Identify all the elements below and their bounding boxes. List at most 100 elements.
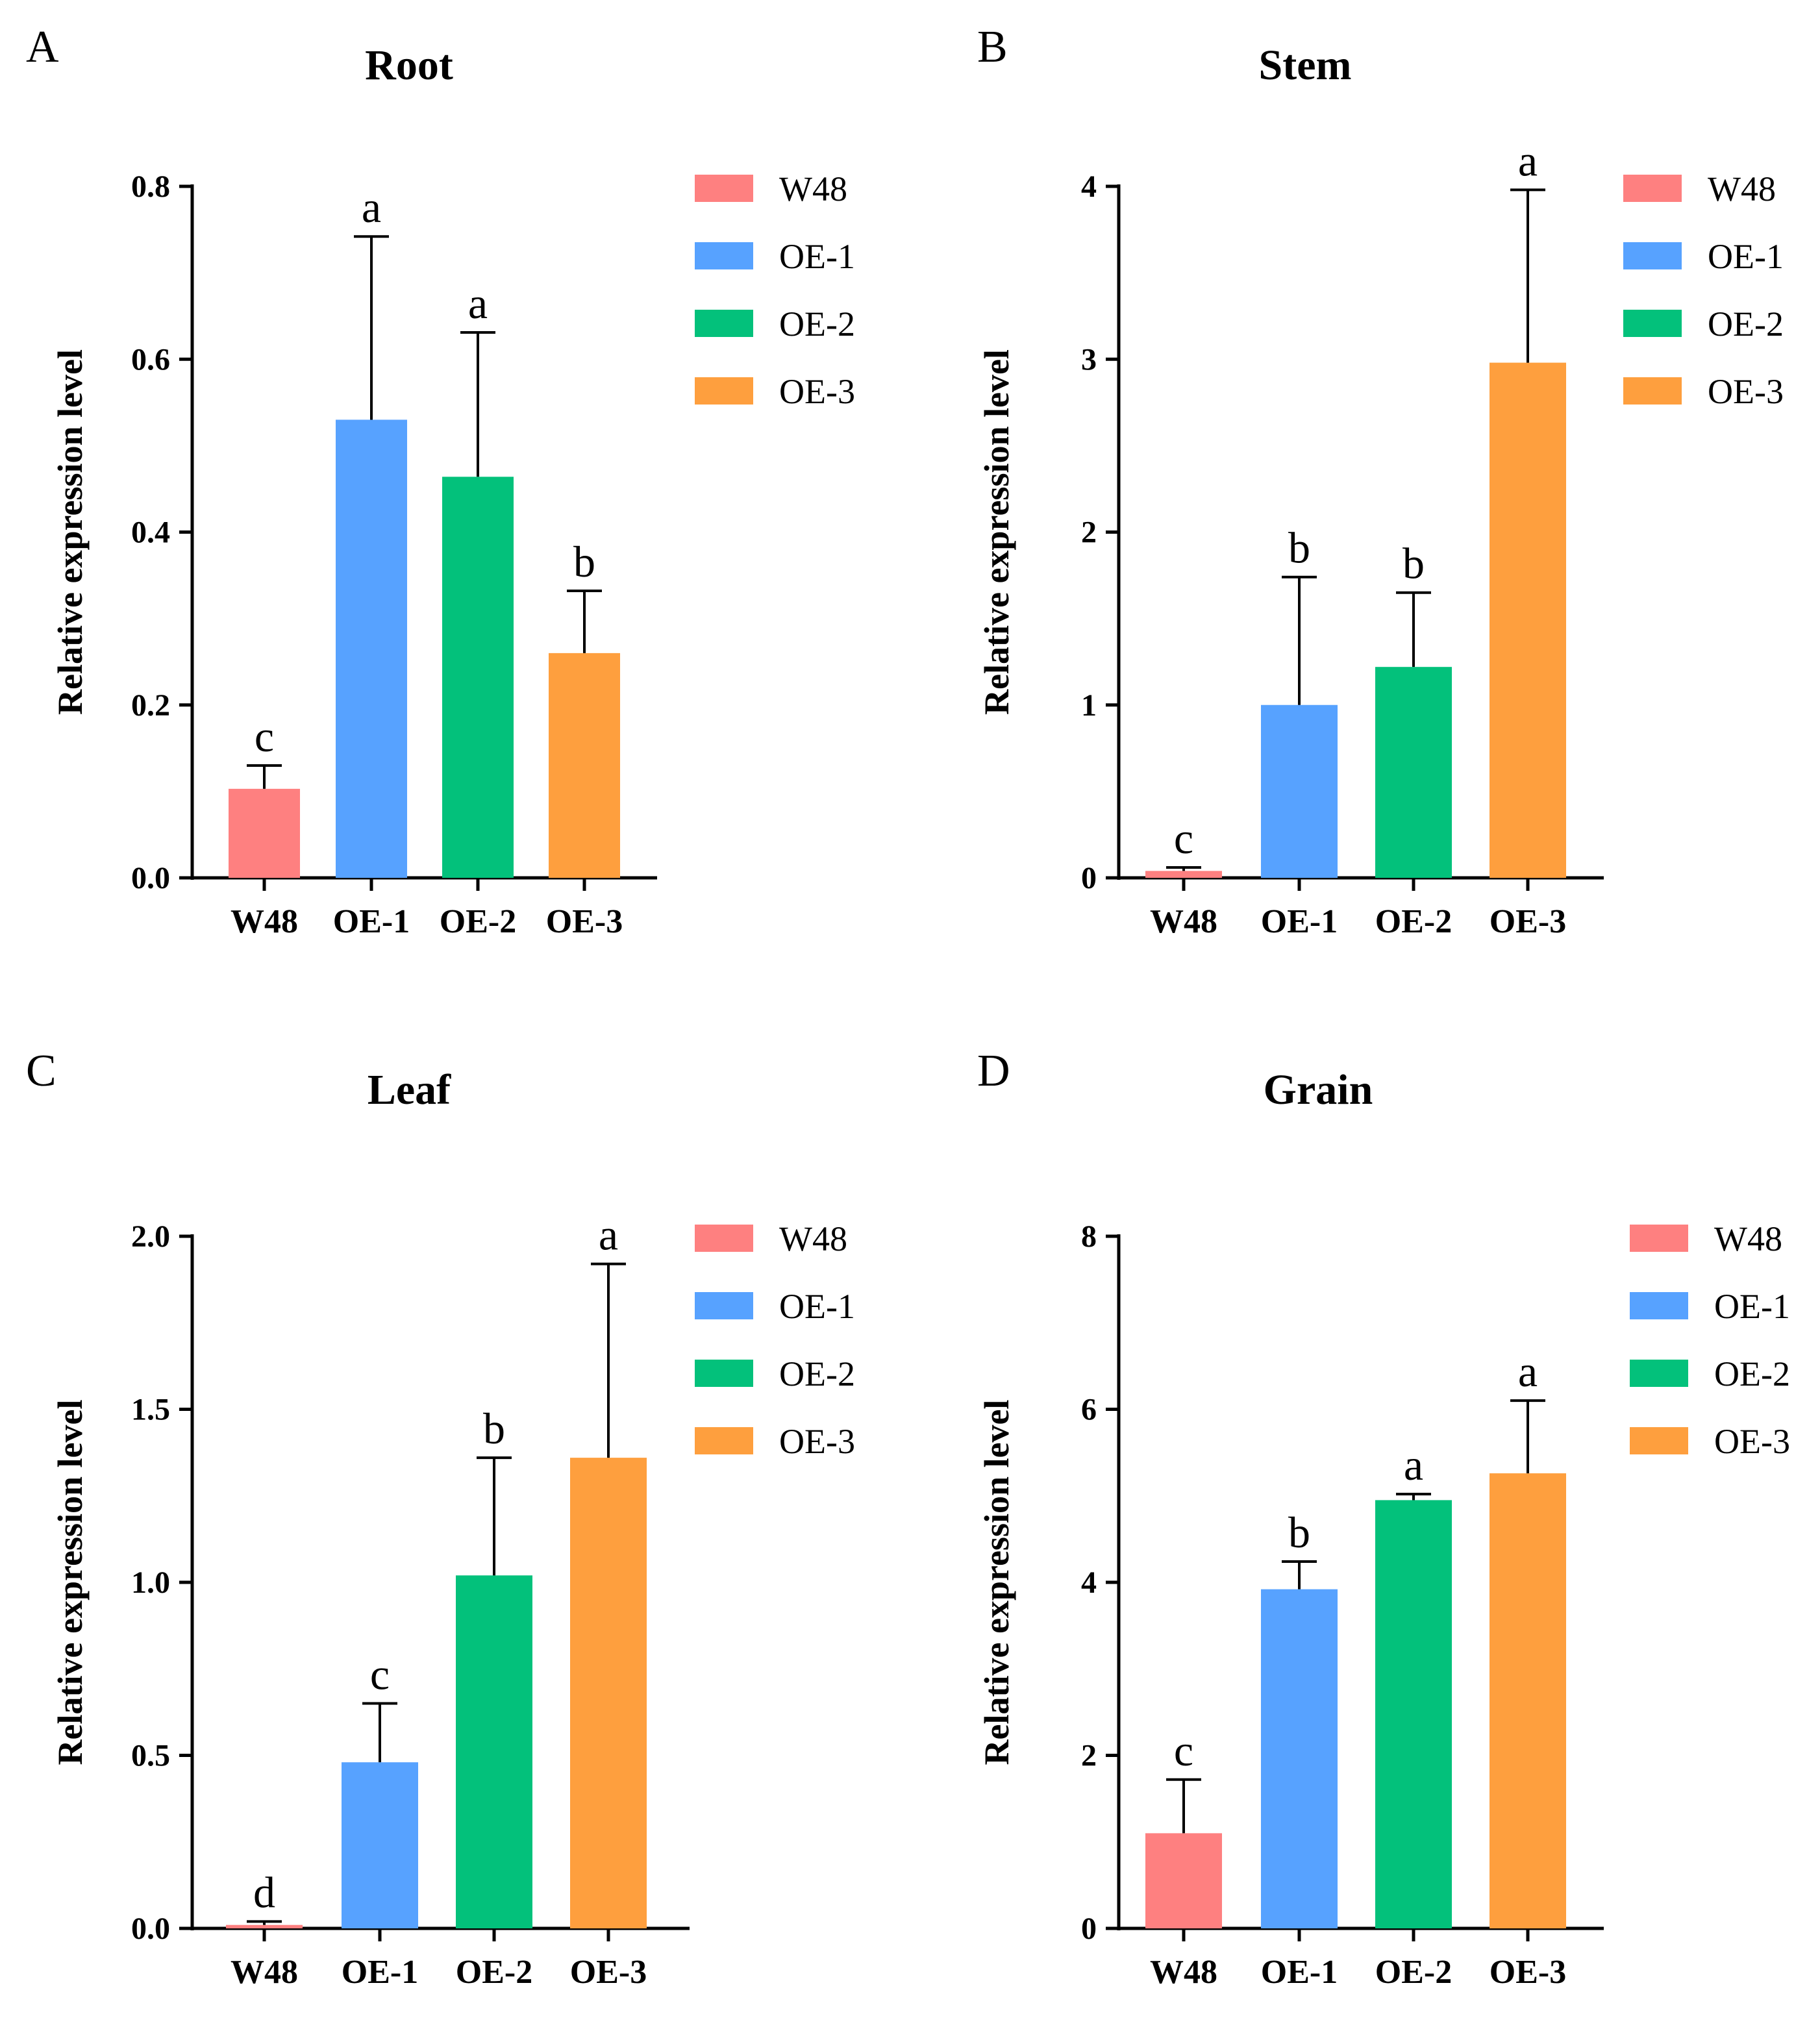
bar-oe-2 [1375,667,1452,878]
x-tick-label: OE-2 [440,903,516,940]
significance-letter: d [253,1867,275,1917]
bar-w48 [1145,1833,1222,1928]
chart-panel-c: C Leaf 0.0 0.5 1.0 1.5 2.0 Relative expression … [26,1046,855,1991]
legend-label: OE-1 [1714,1287,1790,1326]
legend-swatch-oe-1 [695,1292,753,1319]
y-axis-title: Relative expression level [977,1400,1016,1765]
x-tick-label: W48 [231,903,298,940]
y-tick-label: 0.0 [131,1912,170,1946]
legend-label: W48 [1708,169,1776,208]
significance-letter: c [370,1650,390,1699]
legend-label: OE-2 [779,305,855,343]
legend-label: OE-1 [779,1287,855,1326]
significance-letter: c [1174,1726,1193,1775]
x-tick-label: OE-3 [1490,1954,1566,1991]
x-tick-label: OE-1 [1261,1954,1338,1991]
x-tick-label: OE-3 [546,903,623,940]
y-axis-title: Relative expression level [51,349,90,715]
significance-letter: b [483,1404,505,1453]
x-tick-label: OE-2 [1375,1954,1452,1991]
legend-swatch-oe-2 [1630,1360,1688,1387]
bar-w48 [1145,871,1222,878]
bar-oe-3 [570,1458,647,1928]
legend-swatch-oe-2 [1623,310,1682,337]
y-tick-label: 4 [1081,169,1097,204]
chart-panel-d: D Grain 0 2 4 6 8 Relative expression level c W48… [977,1046,1790,1991]
x-tick-label: OE-1 [342,1954,418,1991]
legend-label: OE-3 [779,372,855,411]
legend-swatch-oe-1 [695,242,753,269]
y-tick-label: 0 [1081,861,1097,895]
legend-label: OE-3 [779,1422,855,1461]
bar-w48 [226,1925,303,1928]
y-tick-label: 1.5 [131,1393,170,1427]
legend-label: OE-3 [1714,1422,1790,1461]
x-tick-label: OE-3 [1490,903,1566,940]
legend-label: OE-2 [1708,305,1784,343]
y-tick-label: 2 [1081,516,1097,550]
significance-letter: a [599,1210,618,1260]
legend-label: W48 [779,169,847,208]
y-tick-label: 6 [1081,1393,1097,1427]
significance-letter: b [573,537,595,586]
y-axis-title: Relative expression level [51,1400,90,1765]
legend-swatch-w48 [1630,1225,1688,1252]
y-tick-label: 2 [1081,1739,1097,1773]
significance-letter: a [1518,136,1538,185]
y-axis-title: Relative expression level [977,349,1016,715]
legend-swatch-oe-1 [1623,242,1682,269]
bar-oe-2 [1375,1500,1452,1928]
x-tick-label: OE-1 [333,903,410,940]
x-tick-label: OE-1 [1261,903,1338,940]
legend-swatch-oe-2 [695,310,753,337]
y-tick-label: 2.0 [131,1219,170,1254]
bar-oe-1 [342,1762,418,1928]
panel-letter: C [26,1046,56,1096]
significance-letter: b [1288,523,1310,573]
significance-letter: c [1174,814,1193,863]
legend-swatch-w48 [695,175,753,202]
bar-oe-1 [1261,704,1338,878]
bar-oe-2 [456,1575,532,1928]
chart-title: Root [365,42,453,89]
bar-oe-2 [442,477,514,878]
legend-label: OE-1 [779,237,855,276]
x-tick-label: W48 [231,1954,298,1991]
legend-swatch-w48 [695,1225,753,1252]
significance-letter: c [255,712,274,761]
y-tick-label: 3 [1081,342,1097,377]
y-tick-label: 1 [1081,688,1097,723]
significance-letter: a [362,182,381,232]
chart-panel-a: A Root 0.0 0.2 0.4 0.6 0.8 Relative expression … [26,22,855,940]
legend-label: OE-2 [1714,1354,1790,1393]
legend-label: W48 [1714,1219,1782,1258]
y-tick-label: 1.0 [131,1565,170,1600]
y-tick-label: 0.4 [131,516,170,550]
bar-oe-1 [1261,1589,1338,1928]
legend-label: OE-2 [779,1354,855,1393]
legend-label: OE-3 [1708,372,1784,411]
legend-swatch-oe-3 [695,1427,753,1454]
y-tick-label: 4 [1081,1565,1097,1600]
panel-letter: A [26,22,59,72]
significance-letter: a [1404,1440,1423,1489]
bar-w48 [229,788,300,878]
y-tick-label: 0.8 [131,169,170,204]
bar-oe-3 [549,653,620,878]
bar-oe-1 [336,419,407,878]
significance-letter: a [1518,1347,1538,1396]
bar-oe-3 [1490,1473,1566,1928]
bar-oe-3 [1490,362,1566,878]
significance-letter: b [1288,1508,1310,1557]
y-tick-label: 0.6 [131,342,170,377]
legend-swatch-oe-3 [1630,1427,1688,1454]
significance-letter: b [1402,539,1425,588]
legend-label: W48 [779,1219,847,1258]
chart-panel-b: B Stem 0 1 2 3 4 Relative expression level c W48 b… [977,22,1784,940]
panel-letter: B [977,22,1008,72]
y-tick-label: 8 [1081,1219,1097,1254]
x-tick-label: W48 [1150,1954,1217,1991]
legend-swatch-oe-1 [1630,1292,1688,1319]
x-tick-label: W48 [1150,903,1217,940]
